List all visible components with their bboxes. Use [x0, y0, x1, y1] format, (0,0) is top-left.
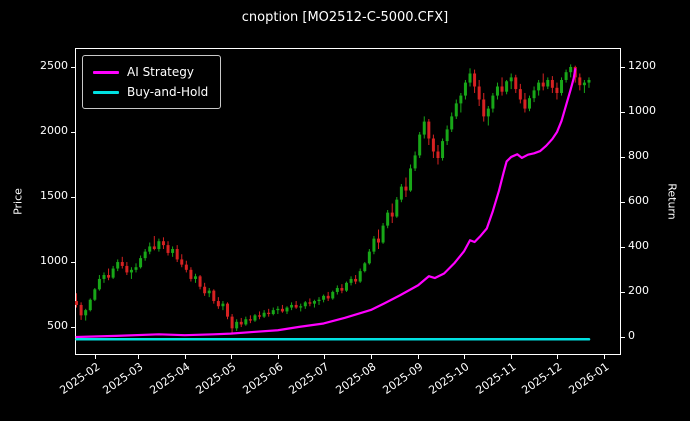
chart-title: cnoption [MO2512-C-5000.CFX]	[241, 10, 449, 25]
return-tick-600: 600	[628, 193, 649, 207]
price-tick-2500: 2500	[40, 58, 68, 72]
price-tick-1500: 1500	[40, 189, 68, 202]
return-tick-1000: 1000	[628, 103, 656, 117]
return-tick-800: 800	[628, 148, 649, 162]
return-tick-400: 400	[628, 238, 649, 252]
buy-and-hold-line-swatch	[93, 90, 119, 94]
price-tick-500: 500	[47, 319, 68, 333]
price-tick-2000: 2000	[40, 123, 68, 137]
legend-label-ai-strategy: AI Strategy	[127, 65, 194, 79]
ai-strategy-line-swatch	[93, 70, 119, 74]
return-tick-0: 0	[628, 328, 635, 342]
legend-label-buy-and-hold: Buy-and-Hold	[127, 85, 209, 99]
legend-item-ai-strategy: AI Strategy	[93, 62, 208, 82]
price-tick-1000: 1000	[40, 254, 68, 268]
return-tick-200: 200	[628, 283, 649, 297]
legend-item-buy-and-hold: Buy-and-Hold	[93, 82, 208, 102]
return-tick-1200: 1200	[628, 58, 656, 72]
legend: AI Strategy Buy-and-Hold	[82, 55, 222, 109]
